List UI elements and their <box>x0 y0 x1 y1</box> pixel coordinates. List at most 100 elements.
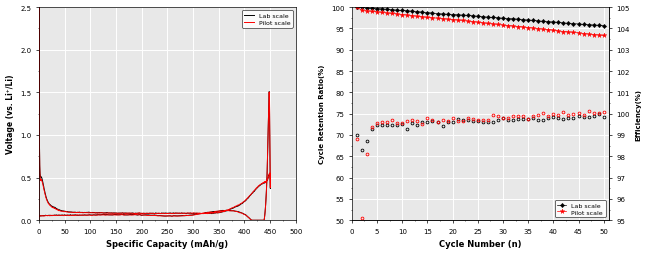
Lab scale <box>600 25 608 28</box>
Pilot scale <box>580 33 587 36</box>
Lab scale <box>549 21 557 24</box>
Lab scale <box>358 7 366 10</box>
Lab scale <box>266 173 274 176</box>
Lab scale <box>258 219 265 222</box>
Lab scale <box>529 20 537 23</box>
Lab scale <box>36 114 43 117</box>
Pilot scale <box>534 28 542 31</box>
Pilot scale <box>520 26 527 29</box>
Lab scale <box>479 16 487 19</box>
Lab scale <box>35 215 43 218</box>
Lab scale <box>494 17 502 20</box>
Lab scale <box>580 24 587 27</box>
Lab scale <box>393 10 401 13</box>
Lab scale <box>35 218 43 221</box>
Pilot scale <box>266 172 274 176</box>
Lab scale <box>424 12 432 15</box>
Pilot scale <box>514 26 522 29</box>
Pilot scale <box>489 23 497 26</box>
Lab scale <box>404 10 411 13</box>
Lab scale <box>484 17 492 20</box>
Pilot scale <box>524 27 532 30</box>
Lab scale <box>520 19 527 22</box>
Pilot scale <box>353 7 361 10</box>
Pilot scale <box>433 18 441 21</box>
Pilot scale <box>499 24 507 27</box>
Pilot scale <box>484 23 492 26</box>
Pilot scale <box>260 181 268 184</box>
Lab scale <box>454 14 461 17</box>
Lab scale <box>439 13 446 17</box>
Pilot scale <box>590 34 598 37</box>
Pilot scale <box>479 22 487 25</box>
Pilot scale <box>128 214 136 217</box>
Y-axis label: Cycle Retention Ratio(%): Cycle Retention Ratio(%) <box>319 65 325 164</box>
Pilot scale <box>509 25 517 28</box>
Lab scale <box>373 8 381 11</box>
Lab scale <box>499 18 507 21</box>
Lab scale <box>419 12 426 15</box>
Pilot scale <box>549 30 557 33</box>
Lab scale <box>489 17 497 20</box>
Pilot scale <box>424 17 432 20</box>
X-axis label: Specific Capacity (mAh/g): Specific Capacity (mAh/g) <box>106 240 228 248</box>
Lab scale <box>368 8 376 11</box>
Pilot scale <box>264 178 272 181</box>
Pilot scale <box>413 16 421 19</box>
Line: Lab scale: Lab scale <box>355 7 605 28</box>
Pilot scale <box>399 14 406 17</box>
Lab scale <box>353 7 361 10</box>
Pilot scale <box>464 20 472 23</box>
Lab scale <box>524 19 532 22</box>
Pilot scale <box>454 19 461 22</box>
Lab scale <box>399 10 406 13</box>
Pilot scale <box>404 14 411 18</box>
Lab scale <box>469 15 477 18</box>
Pilot scale <box>388 13 396 16</box>
Pilot scale <box>383 12 391 15</box>
Lab scale <box>565 23 573 26</box>
Y-axis label: Voltage (vs. Li⁺/Li): Voltage (vs. Li⁺/Li) <box>6 75 14 154</box>
Pilot scale <box>595 34 602 37</box>
Line: Lab scale: Lab scale <box>38 8 270 220</box>
Lab scale <box>474 16 481 19</box>
Pilot scale <box>428 17 436 20</box>
Pilot scale <box>363 10 371 13</box>
Pilot scale <box>36 116 43 119</box>
Lab scale <box>413 11 421 14</box>
Pilot scale <box>469 21 477 24</box>
Pilot scale <box>260 219 268 222</box>
Pilot scale <box>368 11 376 14</box>
Lab scale <box>569 23 577 26</box>
Lab scale <box>540 21 547 24</box>
Pilot scale <box>569 32 577 35</box>
Lab scale <box>36 7 43 10</box>
Line: Pilot scale: Pilot scale <box>355 6 606 39</box>
Lab scale <box>595 25 602 28</box>
Pilot scale <box>358 10 366 13</box>
Y-axis label: Efficiency(%): Efficiency(%) <box>635 88 641 140</box>
Pilot scale <box>544 29 552 32</box>
Lab scale <box>260 181 268 184</box>
Lab scale <box>444 14 452 17</box>
Pilot scale <box>444 19 452 22</box>
Lab scale <box>264 178 272 181</box>
Pilot scale <box>565 31 573 34</box>
Lab scale <box>585 24 593 27</box>
Lab scale <box>560 22 567 25</box>
Pilot scale <box>393 13 401 16</box>
Lab scale <box>408 11 416 14</box>
Lab scale <box>378 8 386 11</box>
Pilot scale <box>474 22 481 25</box>
Lab scale <box>514 19 522 22</box>
Lab scale <box>363 7 371 10</box>
Pilot scale <box>575 32 582 35</box>
Pilot scale <box>419 16 426 19</box>
Lab scale <box>428 12 436 15</box>
Lab scale <box>449 14 457 17</box>
Lab scale <box>575 23 582 26</box>
Lab scale <box>509 18 517 21</box>
Line: Pilot scale: Pilot scale <box>38 8 270 220</box>
Lab scale <box>459 14 466 18</box>
Lab scale <box>388 9 396 12</box>
